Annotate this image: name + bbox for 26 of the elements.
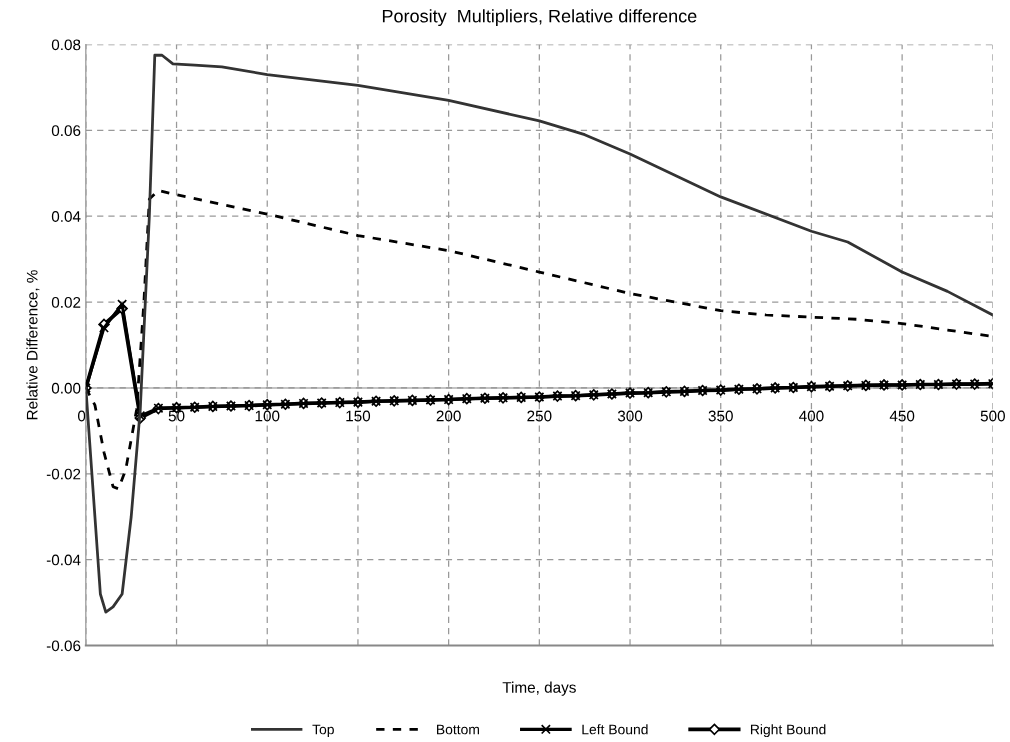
x-tick-label: 300	[617, 410, 643, 422]
legend-label: Top	[312, 724, 334, 738]
y-tick-label: -0.04	[46, 554, 81, 566]
y-tick-label: -0.06	[46, 640, 81, 652]
x-tick-label: 150	[346, 410, 371, 422]
chart-title: Porosity Multipliers, Relative difference	[382, 9, 697, 27]
x-axis-title: Time, days	[502, 681, 576, 696]
x-tick-label: 500	[980, 410, 1005, 422]
legend-label: Left Bound	[582, 724, 648, 735]
x-tick-label: 0	[77, 410, 86, 422]
x-tick-label: 250	[527, 410, 552, 422]
x-tick-label: 350	[708, 410, 733, 422]
legend-label: Bottom	[437, 724, 479, 735]
x-tick-label: 50	[168, 410, 185, 422]
x-tick-label: 450	[889, 410, 915, 422]
x-tick-label: 100	[255, 410, 280, 422]
y-tick-label: 0.04	[51, 211, 81, 222]
y-tick-label: -0.02	[46, 468, 81, 480]
x-tick-label: 200	[436, 410, 461, 422]
y-axis-title: Relative Difference, %	[26, 270, 40, 420]
y-tick-label: 0.00	[51, 382, 81, 394]
x-tick-label: 400	[799, 410, 824, 422]
y-tick-label: 0.02	[51, 296, 81, 308]
y-tick-label: 0.08	[51, 39, 81, 51]
y-tick-label: 0.06	[51, 125, 81, 137]
legend-label: Right Bound	[750, 724, 826, 738]
